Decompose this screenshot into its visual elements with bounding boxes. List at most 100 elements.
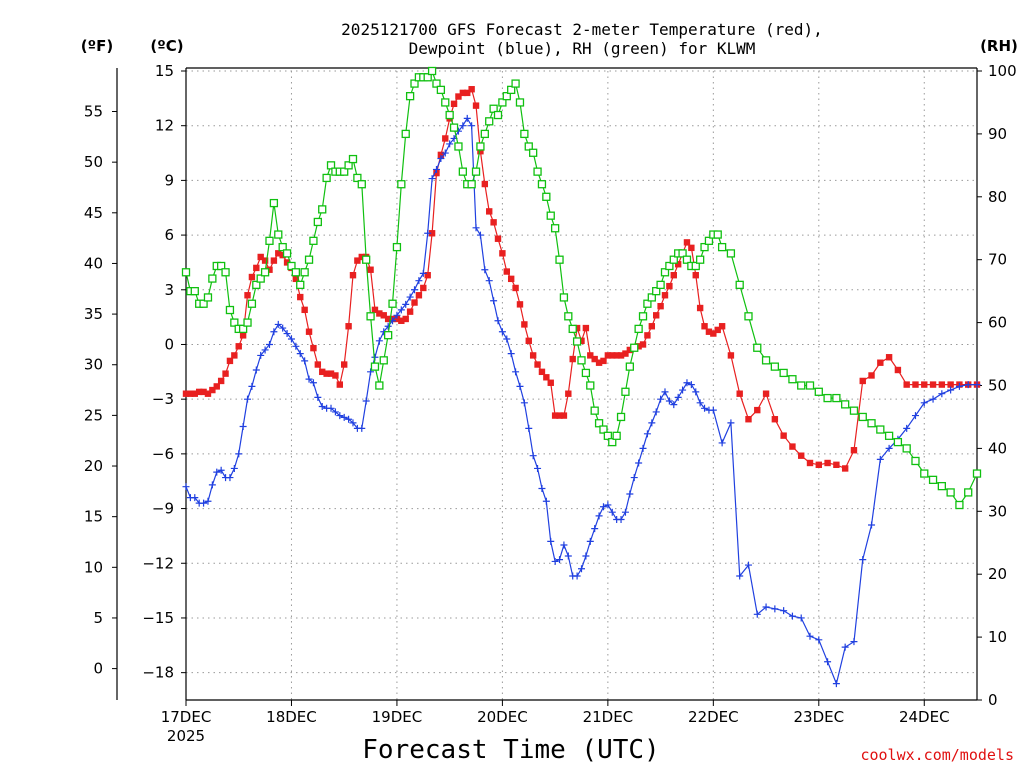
- dewpoint-point: [362, 397, 370, 405]
- rh-point: [581, 368, 591, 378]
- temperature-point: [182, 390, 190, 397]
- temperature-point: [551, 412, 559, 419]
- rh-point: [678, 249, 687, 258]
- temperature-point: [578, 337, 585, 345]
- rh-point: [577, 356, 586, 365]
- dewpoint-point: [476, 231, 484, 239]
- dewpoint-point: [556, 556, 564, 564]
- temperature-point: [455, 93, 462, 100]
- rh-point: [770, 362, 780, 371]
- temperature-point: [222, 370, 229, 377]
- dewpoint-point: [929, 395, 937, 403]
- rh-point: [208, 274, 217, 283]
- rh-point: [357, 180, 366, 189]
- temperature-point: [187, 390, 194, 397]
- dewpoint-point: [459, 122, 467, 130]
- temperature-point: [754, 406, 761, 414]
- rh-point: [471, 167, 481, 176]
- dewpoint-point: [498, 328, 506, 336]
- dewpoint-point: [736, 572, 744, 580]
- dewpoint-point: [287, 335, 295, 343]
- temperature-point: [600, 357, 607, 365]
- rh-tick-label: 50: [988, 377, 1007, 395]
- rh-point: [520, 129, 529, 139]
- rh-point: [348, 154, 358, 164]
- temperature-point: [266, 266, 273, 273]
- rh-point: [884, 431, 894, 440]
- chart-title-line-1: 2025121700 GFS Forecast 2-meter Temperat…: [341, 20, 823, 39]
- rh-point: [432, 79, 441, 88]
- rh-point: [203, 293, 213, 302]
- dewpoint-point: [534, 464, 542, 472]
- temperature-point: [595, 359, 603, 366]
- dewpoint-point: [551, 557, 559, 565]
- temperature-point: [354, 257, 361, 264]
- temperature-point: [604, 352, 612, 359]
- dewpoint-point: [520, 399, 528, 407]
- temperature-point: [894, 366, 902, 374]
- dewpoint-point: [230, 464, 238, 472]
- rh-point: [515, 98, 525, 107]
- temperature-point: [877, 359, 884, 366]
- temperature-point: [235, 343, 242, 350]
- dewpoint-point: [718, 439, 726, 447]
- rh-point: [375, 381, 384, 390]
- temperature-point: [705, 328, 713, 335]
- rh-point: [533, 167, 542, 176]
- rh-point: [282, 249, 292, 258]
- dewpoint-point: [490, 297, 498, 305]
- temperature-point: [648, 323, 656, 330]
- dewpoint-point: [578, 565, 585, 573]
- rh-point: [656, 280, 665, 290]
- rh-point: [586, 381, 595, 390]
- temperature-point: [565, 390, 572, 397]
- rh-tick-label: 60: [988, 314, 1007, 332]
- rh-point: [823, 393, 832, 403]
- rh-point: [937, 481, 946, 491]
- fahrenheit-tick-label: 30: [84, 356, 103, 374]
- rh-point: [353, 173, 362, 183]
- dewpoint-point: [305, 375, 313, 383]
- rh-point: [546, 211, 555, 220]
- rh-point: [647, 293, 656, 302]
- dewpoint-point: [345, 415, 353, 423]
- dewpoint-point: [200, 499, 208, 507]
- rh-point: [920, 469, 929, 478]
- temperature-point: [798, 452, 805, 459]
- temperature-point: [358, 253, 365, 261]
- dewpoint-point: [591, 525, 599, 533]
- temperature-point: [859, 377, 866, 385]
- rh-point: [753, 343, 762, 352]
- rh-point: [230, 318, 239, 327]
- rh-point: [445, 110, 454, 120]
- dewpoint-point: [301, 357, 309, 365]
- dewpoint-point: [542, 497, 550, 505]
- rh-point: [489, 104, 498, 113]
- credit-label: coolwx.com/models: [860, 746, 1014, 764]
- dewpoint-point: [586, 537, 594, 545]
- dewpoint-point: [375, 337, 383, 345]
- fahrenheit-tick-label: 45: [84, 204, 103, 222]
- rh-point: [630, 343, 639, 352]
- rh-point: [344, 161, 353, 170]
- dewpoint-point: [314, 393, 322, 401]
- temperature-point: [521, 321, 528, 328]
- rh-point: [217, 261, 226, 271]
- rh-point: [902, 444, 911, 453]
- dewpoint-series: [182, 114, 981, 688]
- rh-tick-label: 10: [988, 628, 1007, 646]
- dewpoint-point: [788, 612, 796, 620]
- rh-point: [608, 437, 617, 447]
- dewpoint-point: [367, 368, 375, 376]
- temperature-point: [376, 310, 383, 317]
- rh-point: [265, 236, 274, 245]
- temperature-point: [450, 100, 458, 108]
- fahrenheit-tick-label: 15: [84, 508, 103, 526]
- rh-point: [476, 142, 485, 151]
- temperature-point: [560, 412, 568, 419]
- temperature-point: [771, 416, 779, 423]
- rh-point: [401, 129, 410, 139]
- temperature-point: [191, 390, 198, 397]
- temperature-point: [341, 361, 348, 368]
- temperature-point: [617, 352, 625, 359]
